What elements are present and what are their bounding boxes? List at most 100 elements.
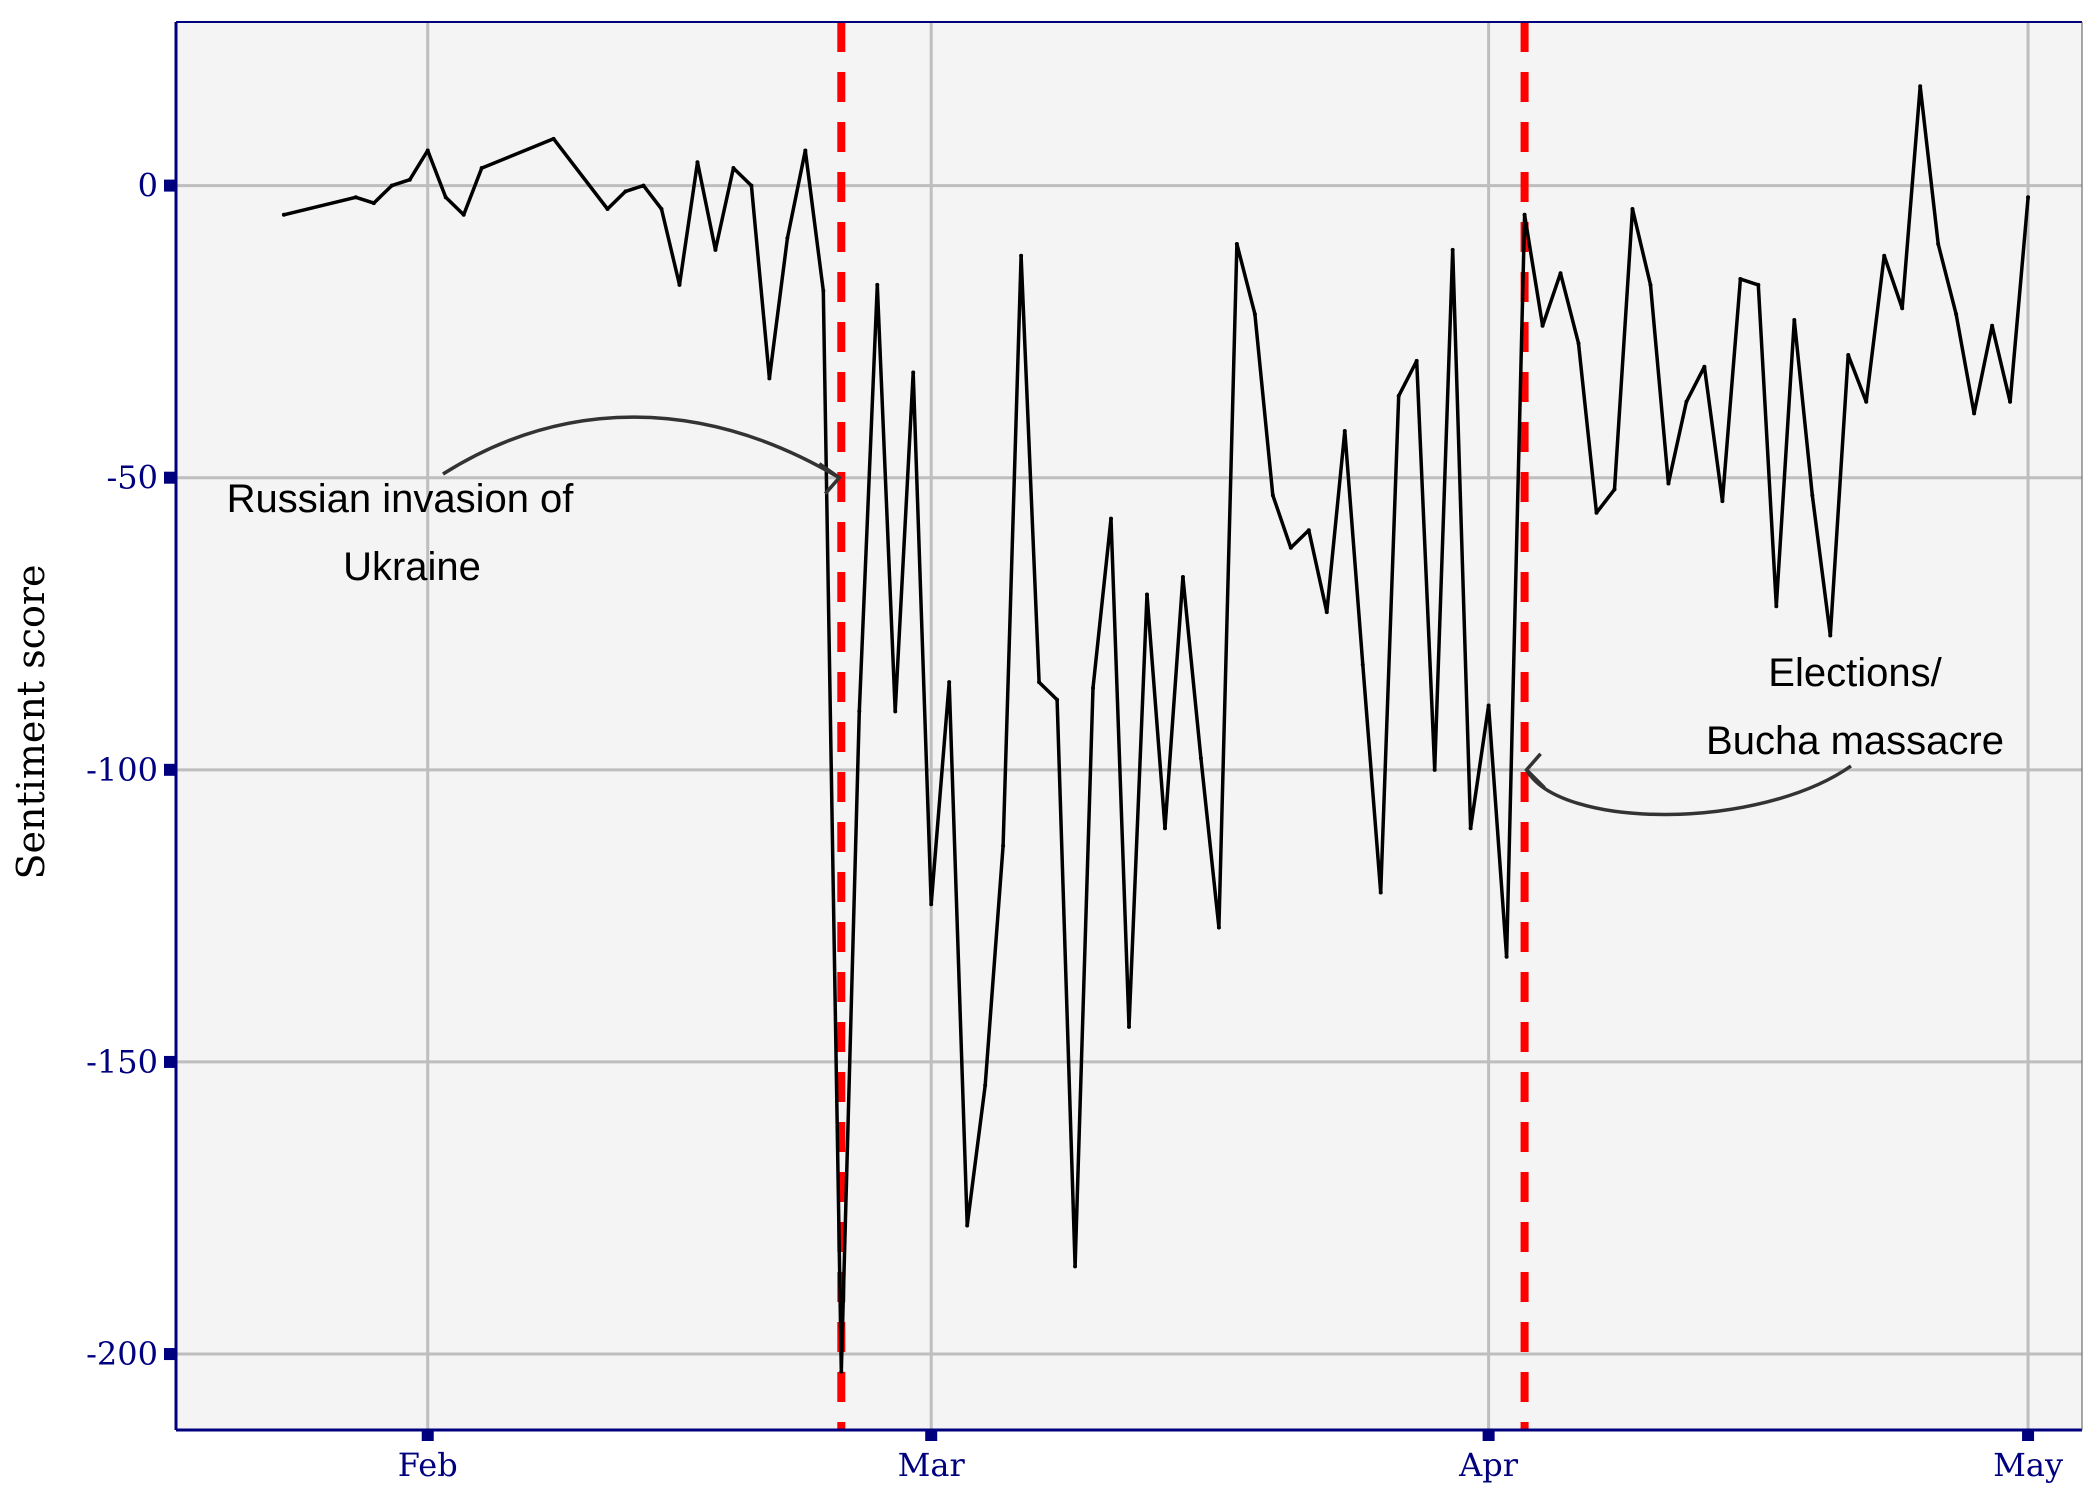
x-tick-label: Mar bbox=[898, 1446, 966, 1484]
data-point bbox=[2026, 195, 2031, 200]
data-point bbox=[1109, 516, 1114, 521]
x-tick-label: May bbox=[1993, 1446, 2063, 1484]
invasion-arrowhead bbox=[818, 462, 842, 495]
data-point bbox=[1648, 282, 1653, 287]
data-point bbox=[1001, 843, 1006, 848]
data-point bbox=[947, 680, 952, 685]
data-point bbox=[1468, 826, 1473, 831]
data-point bbox=[1990, 323, 1995, 328]
data-point bbox=[1252, 312, 1257, 317]
y-tick-mark bbox=[164, 179, 176, 192]
data-point bbox=[443, 195, 448, 200]
data-point bbox=[713, 247, 718, 252]
bucha-arrow bbox=[1525, 764, 1853, 817]
invasion-annotation-line: Russian invasion of bbox=[227, 477, 575, 521]
data-point bbox=[1288, 545, 1293, 550]
data-point bbox=[1055, 697, 1060, 702]
data-point bbox=[1612, 487, 1617, 492]
bucha-arrowhead bbox=[1524, 752, 1546, 790]
data-point bbox=[1810, 493, 1815, 498]
data-point bbox=[983, 1083, 988, 1088]
axes: 0 -50 -100 -150 -200 Feb Mar Apr May bbox=[86, 21, 2083, 1484]
data-point bbox=[1127, 1024, 1131, 1029]
data-point bbox=[1091, 686, 1096, 691]
data-point bbox=[911, 370, 916, 375]
annotations: Russian invasion of Ukraine Elections/Buch… bbox=[227, 415, 2004, 817]
data-point bbox=[767, 376, 772, 381]
data-point bbox=[1882, 253, 1887, 258]
x-tick-label: Feb bbox=[398, 1446, 458, 1484]
data-point bbox=[425, 148, 430, 153]
data-point bbox=[371, 201, 376, 206]
data-point bbox=[893, 709, 898, 714]
x-tick-label: Apr bbox=[1458, 1446, 1519, 1484]
y-tick-label: -150 bbox=[86, 1043, 158, 1081]
data-point bbox=[1684, 399, 1689, 404]
grid-lines bbox=[176, 22, 2082, 1430]
event-lines bbox=[837, 22, 1529, 1430]
data-point bbox=[1414, 358, 1419, 363]
data-point bbox=[1756, 282, 1761, 287]
data-point bbox=[929, 902, 934, 907]
y-tick-mark bbox=[164, 763, 176, 776]
data-point bbox=[1378, 890, 1383, 895]
data-point bbox=[1522, 212, 1527, 217]
data-point bbox=[1720, 499, 1725, 504]
data-point bbox=[1180, 575, 1185, 580]
data-point bbox=[1360, 662, 1365, 667]
sentiment-series-line bbox=[283, 84, 2030, 1374]
data-point bbox=[389, 183, 394, 188]
data-point bbox=[1144, 592, 1149, 597]
data-point bbox=[1324, 610, 1329, 615]
data-point bbox=[1432, 767, 1437, 772]
x-tick-mark bbox=[2022, 1430, 2035, 1441]
data-point bbox=[1396, 393, 1401, 398]
y-tick-mark bbox=[164, 471, 176, 484]
invasion-annotation-line: Ukraine bbox=[343, 545, 481, 589]
data-point bbox=[1234, 242, 1239, 247]
data-point bbox=[1936, 242, 1941, 247]
data-point bbox=[875, 282, 880, 287]
data-point bbox=[461, 212, 466, 217]
data-point bbox=[659, 206, 664, 211]
data-point bbox=[695, 160, 700, 165]
data-point bbox=[1594, 510, 1599, 515]
data-point bbox=[1198, 756, 1203, 761]
data-point bbox=[623, 189, 628, 194]
data-point bbox=[1450, 247, 1455, 252]
data-point bbox=[731, 166, 736, 171]
data-point bbox=[965, 1223, 970, 1228]
data-point bbox=[1073, 1264, 1078, 1269]
data-point bbox=[1019, 253, 1024, 258]
y-tick-mark bbox=[164, 1348, 176, 1361]
data-point bbox=[1558, 271, 1563, 276]
data-point bbox=[785, 236, 790, 241]
data-point bbox=[749, 183, 754, 188]
data-point bbox=[1342, 428, 1347, 433]
data-point bbox=[407, 177, 412, 182]
data-point bbox=[821, 288, 826, 293]
data-point bbox=[1306, 528, 1311, 533]
x-tick-mark bbox=[1482, 1430, 1495, 1441]
data-point bbox=[803, 148, 808, 153]
data-point bbox=[677, 282, 682, 287]
y-tick-label: -100 bbox=[86, 751, 158, 789]
data-point bbox=[1486, 703, 1491, 708]
y-axis-title: Sentiment score bbox=[9, 564, 53, 879]
data-point bbox=[1540, 323, 1545, 328]
invasion-arrow bbox=[442, 415, 841, 480]
y-tick-label: -200 bbox=[86, 1335, 158, 1373]
series-layer bbox=[281, 84, 2031, 1374]
data-point bbox=[1828, 633, 1833, 638]
y-tick-label: 0 bbox=[138, 167, 158, 205]
bucha-annotation-line: Elections/ bbox=[1768, 651, 1942, 695]
data-point bbox=[1792, 317, 1797, 322]
data-point bbox=[1576, 341, 1581, 346]
x-tick-mark bbox=[925, 1430, 938, 1441]
data-point bbox=[1954, 312, 1959, 317]
data-point bbox=[1702, 364, 1707, 369]
data-point bbox=[641, 183, 646, 188]
data-point bbox=[1846, 353, 1851, 358]
data-point bbox=[857, 709, 862, 714]
